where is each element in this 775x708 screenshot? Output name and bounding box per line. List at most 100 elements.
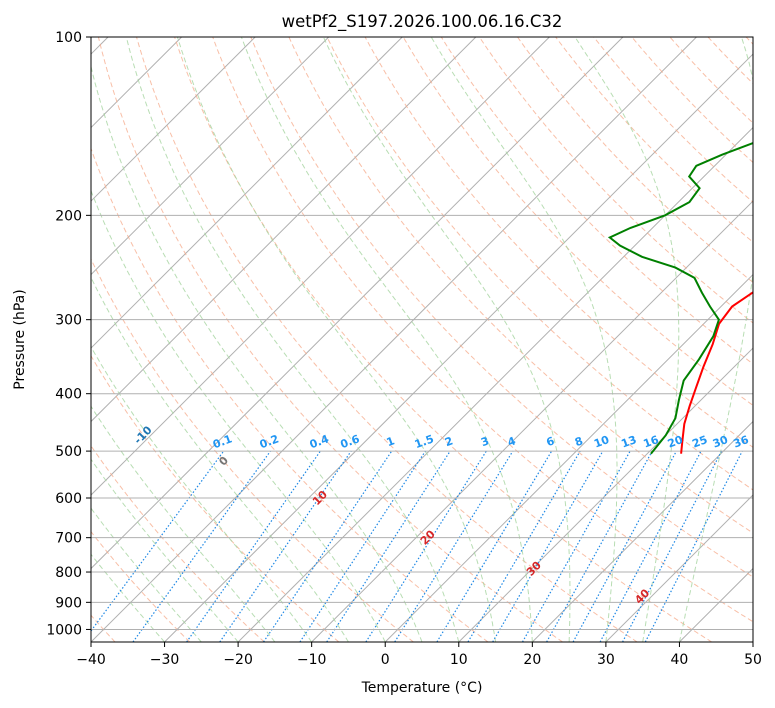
dry-adiabat-line [707, 37, 753, 85]
mixing-ratio-line [365, 450, 487, 642]
dry-adiabat-line [745, 37, 753, 45]
moist-adiabat-line [430, 37, 618, 642]
mixing-ratio-label: 3 [479, 434, 491, 449]
dry-adiabat-line [478, 37, 753, 324]
moist-adiabat-line [91, 276, 349, 642]
x-axis-title: Temperature (°C) [361, 680, 483, 696]
moist-adiabat-line [91, 553, 165, 642]
mixing-ratio-line [186, 450, 321, 642]
isotherm-line [311, 200, 753, 642]
mixing-ratio-line [572, 450, 677, 642]
dry-adiabat-line [91, 147, 489, 642]
mixing-ratio-label: 0.4 [308, 432, 331, 451]
x-tick-label: −40 [76, 652, 106, 668]
x-tick-label: −10 [297, 652, 327, 668]
mixing-ratio-label: 8 [573, 434, 585, 449]
y-tick-label: 400 [55, 387, 82, 403]
y-tick-label: 100 [55, 30, 82, 46]
mixing-ratio-label: 25 [690, 433, 709, 450]
mixing-ratio-line [91, 450, 225, 632]
dry-adiabat-line [402, 37, 753, 406]
mixing-ratio-line [622, 450, 723, 642]
isotherm-line [237, 126, 753, 642]
isotherm-line [91, 37, 550, 496]
mixing-ratio-label: 0.6 [339, 432, 362, 451]
moist-adiabat-line [91, 405, 276, 642]
isotherm-line [752, 641, 753, 642]
isotherm-line [91, 37, 477, 423]
moist-adiabat-line [91, 507, 202, 642]
dry-adiabat-line [91, 354, 340, 642]
mixing-ratio-line [467, 450, 581, 642]
dry-adiabat-line [136, 37, 638, 642]
dry-adiabat-line [326, 37, 753, 491]
y-tick-label: 1000 [46, 622, 82, 638]
x-tick-label: −20 [223, 652, 253, 668]
moist-adiabat-line [322, 37, 571, 642]
mixing-ratio-label: 4 [506, 434, 518, 449]
isotherm-line [384, 273, 753, 642]
dry-adiabat-line [669, 37, 753, 124]
dry-adiabat-line [212, 37, 753, 623]
mixing-ratio-label: 16 [642, 433, 661, 451]
isotherm-line [458, 347, 753, 642]
moist-adiabat-line [176, 37, 497, 642]
isotherm-line [164, 53, 753, 642]
dewpoint-profile-line [607, 141, 753, 455]
moist-adiabat-line [240, 37, 533, 642]
isotherm-line [531, 420, 753, 642]
mixing-ratio-label: 2 [443, 434, 455, 449]
y-tick-label: 800 [55, 565, 82, 581]
dry-adiabat-line [555, 37, 753, 243]
isotherm-line [679, 567, 753, 642]
mixing-ratio-label: 0.1 [211, 432, 234, 451]
mixing-ratio-line [299, 450, 426, 642]
mixing-ratio-line [326, 450, 451, 642]
x-tick-label: 40 [671, 652, 689, 668]
dry-adiabat-line [97, 37, 563, 642]
dry-adiabat-label: -10 [131, 423, 154, 446]
isotherm-line [91, 37, 403, 349]
isotherm-line [605, 494, 753, 642]
mixing-ratio-line [394, 450, 514, 642]
mixing-ratio-line [644, 450, 743, 642]
moist-adiabat-line [91, 458, 239, 642]
y-tick-label: 700 [55, 531, 82, 547]
moist-adiabat-line [125, 37, 460, 642]
isotherm-line [91, 37, 697, 642]
mixing-ratio-label: 20 [666, 433, 685, 451]
x-tick-label: 0 [381, 652, 390, 668]
dry-adiabat-line [91, 257, 414, 642]
moist-adiabat-line [678, 37, 753, 642]
dry-adiabat-line [91, 445, 265, 642]
dry-adiabat-line [517, 37, 753, 283]
mixing-ratio-label: 0.2 [258, 432, 281, 451]
x-tick-label: 30 [597, 652, 615, 668]
isotherm-line [91, 37, 256, 202]
temperature-profile-line [680, 291, 753, 454]
mixing-ratio-line [219, 450, 352, 642]
mixing-ratio-line [436, 450, 553, 642]
mixing-ratio-line [599, 450, 702, 642]
chart-title: wetPf2_S197.2026.100.06.16.C32 [282, 12, 563, 32]
mixing-ratio-label: 6 [545, 434, 557, 449]
dry-adiabat-line [631, 37, 753, 164]
x-tick-label: 10 [450, 652, 468, 668]
y-tick-label: 300 [55, 313, 82, 329]
moist-adiabat-line [91, 64, 423, 642]
mixing-ratio-label: 1 [385, 434, 397, 449]
isotherm-line [91, 37, 330, 276]
x-tick-label: −30 [150, 652, 180, 668]
mixing-ratio-line [521, 450, 631, 642]
dry-adiabat-label: 30 [524, 559, 544, 579]
mixing-ratio-label: 30 [711, 433, 730, 451]
plot-area: -100-90-80-70-60-50-40-30-20-10010203040… [91, 37, 753, 642]
moist-adiabat-line [574, 37, 680, 642]
y-tick-label: 600 [55, 491, 82, 507]
y-tick-label: 200 [55, 208, 82, 224]
dry-adiabat-label: 0 [216, 454, 231, 469]
y-axis-title: Pressure (hPa) [12, 289, 28, 389]
plot-frame [90, 36, 754, 643]
